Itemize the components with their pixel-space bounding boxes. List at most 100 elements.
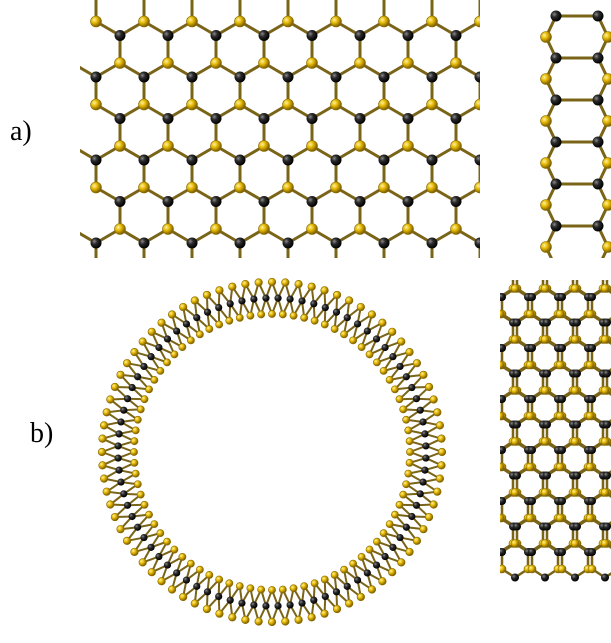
sulfur-atom (179, 302, 188, 312)
metal-atom (332, 308, 341, 316)
sulfur-atom (139, 265, 150, 276)
sulfur-atom (150, 375, 159, 384)
sulfur-atom (130, 437, 139, 446)
sulfur-atom (405, 547, 414, 557)
sulfur-atom (278, 585, 287, 594)
metal-atom (147, 543, 155, 551)
sulfur-atom (310, 316, 319, 325)
sulfur-atom (412, 359, 422, 368)
metal-atom (134, 523, 142, 531)
metal-atom (426, 237, 438, 249)
sulfur-atom (99, 421, 109, 430)
metal-atom (258, 196, 270, 207)
metal-atom (155, 552, 163, 561)
metal-atom (282, 154, 294, 166)
metal-atom (511, 573, 519, 582)
sulfur-atom (600, 386, 610, 395)
sulfur-atom (373, 358, 381, 367)
sulfur-atom (540, 115, 552, 127)
sulfur-atom (140, 395, 149, 404)
metal-atom (592, 10, 604, 22)
metal-atom (603, 471, 611, 480)
bond (517, 263, 530, 272)
sulfur-atom (340, 330, 349, 339)
sulfur-atom (510, 539, 520, 548)
metal-atom (483, 421, 491, 429)
sulfur-atom (178, 343, 187, 351)
sulfur-atom (234, 181, 246, 194)
metal-atom (500, 293, 507, 301)
metal-atom (474, 71, 480, 83)
sulfur-atom (90, 181, 102, 194)
metal-atom (363, 327, 371, 335)
sulfur-atom (278, 310, 287, 319)
metal-atom (528, 497, 537, 505)
sulfur-atom (483, 489, 491, 497)
sulfur-atom (106, 395, 115, 404)
metal-atom (140, 362, 148, 371)
sulfur-atom (357, 343, 366, 351)
metal-atom (115, 430, 123, 438)
metal-atom (450, 196, 462, 207)
metal-atom (115, 279, 126, 290)
metal-atom (163, 279, 174, 290)
sulfur-atom (162, 223, 174, 235)
sulfur-atom (385, 520, 394, 529)
sulfur-atom (345, 599, 354, 608)
metal-atom (528, 446, 537, 454)
sulfur-atom (354, 57, 366, 69)
metal-atom (483, 472, 491, 480)
panel-label-b: b) (30, 418, 53, 449)
metal-atom (513, 318, 522, 327)
sulfur-atom (257, 310, 266, 319)
bond (500, 346, 502, 350)
sulfur-atom (404, 469, 413, 478)
sulfur-atom (235, 313, 244, 322)
metal-atom (274, 602, 282, 610)
sulfur-atom (500, 564, 507, 574)
bond (560, 263, 573, 272)
sulfur-atom (483, 387, 491, 395)
sulfur-atom (570, 437, 580, 446)
metal-atom (528, 548, 537, 556)
metal-atom (543, 268, 551, 276)
metal-atom (203, 308, 212, 316)
metal-atom (282, 71, 294, 83)
metal-atom (573, 420, 582, 429)
sulfur-atom (162, 57, 174, 69)
sulfur-atom (345, 296, 354, 305)
metal-atom (588, 293, 597, 301)
sulfur-atom (379, 529, 388, 538)
sulfur-atom (602, 115, 611, 127)
metal-atom (408, 383, 416, 392)
sulfur-atom (215, 320, 224, 329)
sulfur-atom (500, 462, 505, 472)
sulfur-atom (225, 316, 234, 325)
sulfur-atom (570, 539, 580, 548)
metal-atom (138, 237, 150, 249)
metal-atom (114, 454, 122, 462)
sulfur-atom (210, 223, 222, 235)
metal-atom (543, 369, 552, 378)
metal-atom (603, 318, 611, 327)
metal-atom (234, 71, 246, 83)
sulfur-atom (526, 259, 534, 267)
sulfur-atom (170, 545, 179, 554)
bond (607, 263, 611, 272)
sulfur-atom (354, 223, 366, 235)
bond (478, 103, 480, 107)
metal-atom (408, 512, 416, 521)
sulfur-atom (163, 358, 171, 367)
metal-atom (509, 268, 517, 276)
sulfur-atom (97, 447, 107, 457)
sulfur-atom (340, 565, 349, 574)
sulfur-atom (367, 585, 377, 594)
metal-atom (306, 113, 318, 124)
sulfur-atom (600, 437, 610, 446)
sulfur-atom (300, 582, 309, 591)
sulfur-atom (354, 140, 366, 152)
sulfur-atom (282, 98, 294, 111)
sulfur-atom (540, 157, 552, 169)
sulfur-atom (527, 564, 537, 574)
